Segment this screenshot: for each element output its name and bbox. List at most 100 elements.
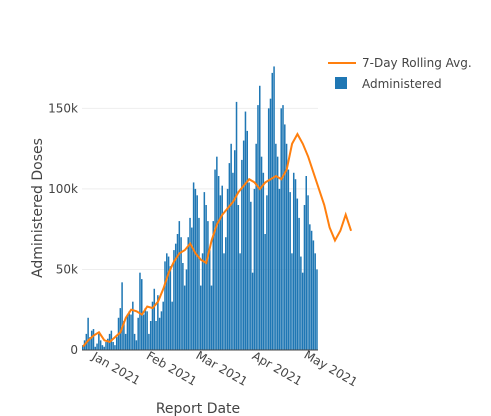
y-axis-title: Administered Doses [30,138,46,278]
administered-bar [259,85,261,350]
administered-bar [182,263,184,350]
gridlines [82,107,318,270]
administered-bar [312,240,315,350]
administered-bar [285,143,288,350]
administered-bar [253,188,256,350]
administered-bar [241,159,243,350]
administered-bar [200,285,202,350]
administered-bar [260,156,263,350]
administered-bar [178,221,181,350]
administered-bar [115,337,118,350]
administered-bar [198,217,200,350]
administered-bar [255,143,257,350]
administered-bar [196,195,198,350]
administered-bar [289,192,291,350]
legend: 7-Day Rolling Avg. Administered [328,56,472,91]
administered-bar [232,172,234,350]
administered-bar [316,269,318,350]
administered-bar [169,266,172,350]
administered-bar [173,250,175,350]
administered-bar [151,301,154,350]
administered-bar [205,205,207,350]
administered-bar [239,253,241,350]
administered-bar [114,345,116,350]
administered-bar [112,341,114,350]
administered-bar [275,143,277,350]
administered-bar [133,333,136,350]
administered-bar [257,105,259,350]
administered-bar [228,163,231,350]
administered-bar [180,237,182,350]
x-tick-label: Jan 2021 [89,349,143,388]
administered-bar [171,301,173,350]
administered-bar [99,340,102,350]
administered-bar [301,272,304,350]
administered-bar [226,188,229,350]
administered-bar [187,237,189,350]
administered-bar [96,343,98,350]
administered-bar [271,72,274,350]
administered-bar [219,195,222,350]
administered-bar [164,261,166,350]
administered-bar [119,308,122,350]
administered-bar [87,317,89,350]
y-axis-ticks: 0 50k 100k 150k [48,101,78,357]
administered-bar [314,253,316,350]
administered-bar [237,205,240,350]
administered-bar [298,217,300,350]
administered-bar [267,108,270,350]
administered-bar [208,250,211,350]
administered-bar [250,201,252,350]
administered-bar [92,329,95,350]
administered-bar [244,111,247,350]
administered-bar [248,182,250,350]
administered-bar [214,169,216,350]
administered-bar [300,256,302,350]
administered-bar [132,301,134,350]
administered-bar [103,346,105,350]
administered-bar [153,288,156,350]
administered-bar [280,108,282,350]
administered-bar [303,205,306,350]
administered-bar [262,172,265,350]
administered-bar [217,176,220,350]
administered-bar [242,140,245,350]
administered-bar [124,333,127,350]
administered-bar [149,321,152,350]
administered-bar [130,314,132,350]
administered-bar [155,321,157,350]
legend-line-label: 7-Day Rolling Avg. [362,56,472,70]
administered-bar [167,256,170,350]
administered-bar [210,285,213,350]
rolling-average-line [82,132,353,348]
administered-bar [194,188,197,350]
administered-bar [273,66,275,350]
administered-bar [105,341,107,350]
administered-bar [82,345,84,350]
administered-bar [223,253,225,350]
administered-bar [294,179,297,350]
administered-bar [221,185,223,350]
administered-bar [292,172,295,350]
administered-bar [216,156,218,350]
administered-bar [191,227,193,350]
administered-bar [101,345,104,350]
administered-bar [201,253,204,350]
administered-bar [287,169,290,350]
x-tick-label: May 2021 [302,348,360,390]
administered-bar [307,195,309,350]
x-axis-title: Report Date [156,401,240,416]
y-tick-label: 0 [70,343,78,357]
x-tick-label: Feb 2021 [144,349,199,389]
administered-bar [89,337,91,350]
administered-bar [264,234,266,350]
administered-bar [174,243,177,350]
administered-bar [146,311,148,350]
administered-bar [235,101,238,350]
administered-bar [203,192,206,350]
administered-bar [233,150,236,350]
administered-bar [107,338,109,350]
y-tick-label: 100k [48,182,78,196]
